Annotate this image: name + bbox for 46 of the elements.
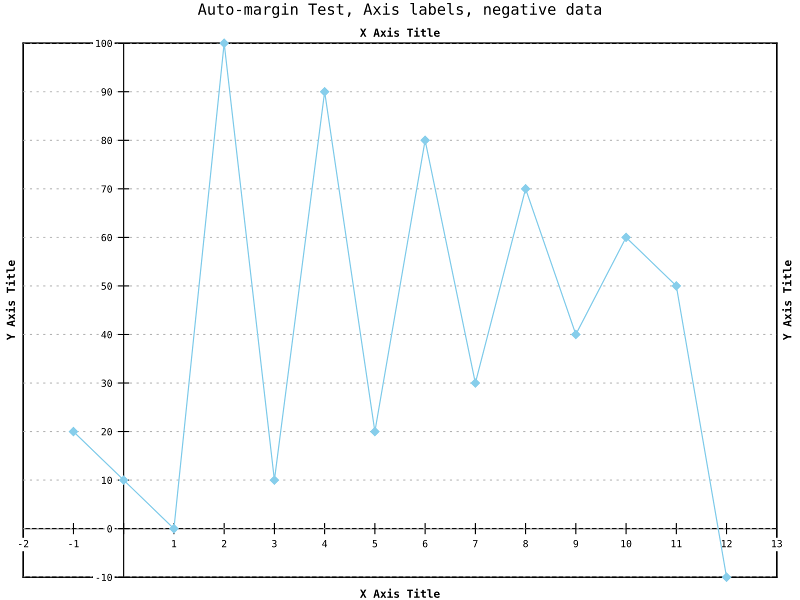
x-tick-label: -1 bbox=[69, 540, 79, 548]
point bbox=[220, 38, 229, 48]
x-tick-label: 11 bbox=[672, 540, 682, 548]
y-tick-label: 50 bbox=[102, 282, 112, 290]
y-tick-label: 20 bbox=[102, 428, 112, 436]
x-axis-title: X Axis Title bbox=[360, 588, 440, 598]
point bbox=[520, 184, 530, 194]
y-tick-label: 90 bbox=[101, 88, 112, 96]
x-tick-label: 3 bbox=[272, 540, 277, 548]
chart-title: Auto-margin Test, Axis labels, negative data bbox=[198, 3, 602, 18]
x-tick-label: 2 bbox=[222, 540, 226, 548]
point bbox=[470, 378, 480, 388]
point bbox=[621, 232, 631, 242]
point bbox=[672, 281, 681, 291]
point bbox=[320, 87, 330, 96]
y-tick-label: -10 bbox=[96, 574, 112, 582]
x-tick-label: 6 bbox=[422, 540, 428, 548]
point bbox=[370, 426, 380, 436]
x-tick-label: 10 bbox=[621, 540, 632, 548]
y-axis-title: Y Axis Title bbox=[6, 260, 15, 340]
x-tick-label: 4 bbox=[322, 540, 328, 548]
x-tick-label: 9 bbox=[574, 540, 578, 548]
y2-axis-title: Y Axis Title bbox=[782, 260, 792, 340]
x-tick-label: 13 bbox=[772, 540, 782, 548]
x-tick-label: 12 bbox=[722, 540, 732, 548]
y-tick-label: 30 bbox=[102, 380, 112, 387]
y-tick-label: 40 bbox=[101, 330, 112, 338]
point bbox=[169, 524, 179, 534]
point bbox=[270, 475, 280, 485]
x-tick-label: 5 bbox=[372, 540, 378, 548]
point bbox=[420, 136, 430, 145]
y-tick-label: 80 bbox=[101, 136, 112, 144]
point bbox=[571, 330, 580, 340]
y-tick-label: 100 bbox=[96, 40, 112, 48]
point bbox=[68, 426, 78, 436]
x-tick-label: 1 bbox=[172, 540, 176, 548]
x-tick-label: -2 bbox=[19, 540, 28, 548]
y-tick-label: 70 bbox=[102, 185, 112, 193]
point bbox=[119, 475, 128, 485]
y-tick-label: 10 bbox=[102, 476, 112, 484]
x2-axis-title: X Axis Title bbox=[360, 28, 440, 37]
y-tick-label: 60 bbox=[101, 234, 112, 242]
x-tick-label: 7 bbox=[473, 540, 478, 548]
x-tick-label: 8 bbox=[523, 540, 528, 548]
y-tick-label: 0 bbox=[107, 525, 112, 533]
point bbox=[722, 572, 732, 582]
